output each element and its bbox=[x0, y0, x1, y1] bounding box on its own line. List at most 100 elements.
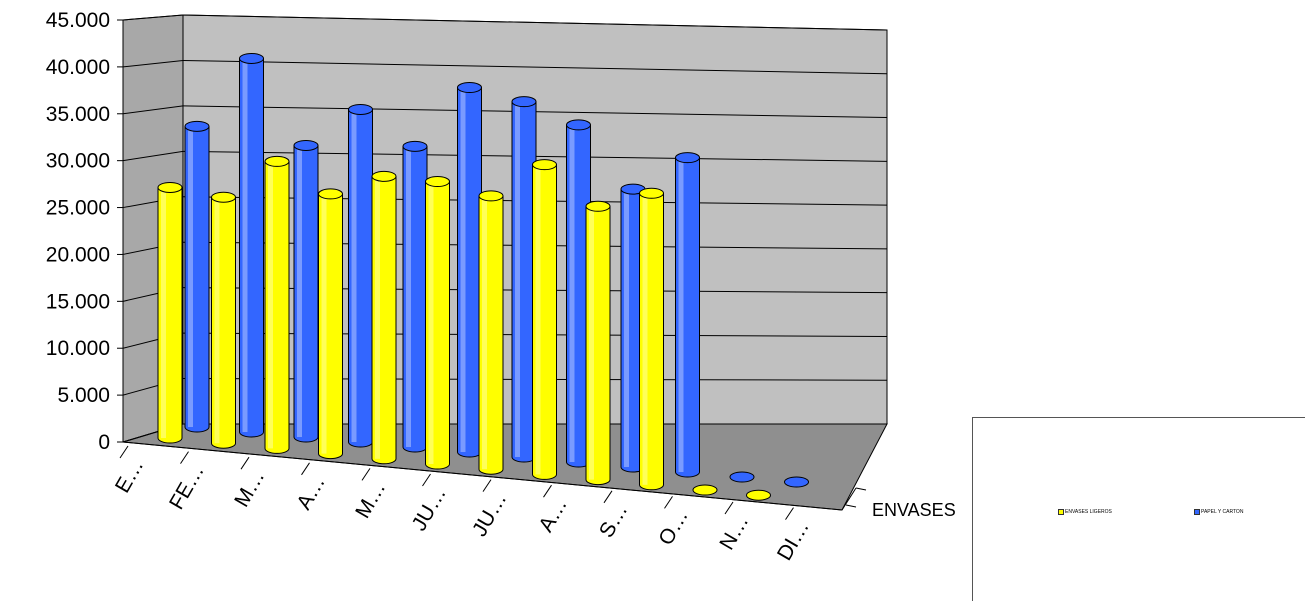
bar bbox=[371, 170, 397, 465]
bar-highlight bbox=[161, 187, 166, 438]
x-tick-mark bbox=[240, 456, 250, 470]
x-tick-label: E… bbox=[111, 455, 148, 497]
bar-highlight bbox=[642, 193, 648, 485]
bar-highlight bbox=[624, 189, 629, 467]
bar-highlight bbox=[214, 197, 220, 444]
depth-tick-mark bbox=[845, 504, 857, 508]
x-tick-label: N… bbox=[715, 511, 753, 554]
y-tick-label: 25.000 bbox=[46, 197, 110, 220]
legend-label-envases-ligeros: ENVASES LIGEROS bbox=[1065, 509, 1112, 515]
x-axis-line bbox=[122, 441, 843, 511]
bar bbox=[264, 155, 290, 454]
bar-top bbox=[157, 181, 183, 193]
bar-top bbox=[264, 155, 290, 167]
x-tick-mark bbox=[180, 451, 189, 464]
bar bbox=[425, 176, 450, 470]
legend: ENVASES LIGEROS PAPEL Y CARTON bbox=[972, 417, 1305, 601]
bar bbox=[293, 139, 319, 443]
bar bbox=[239, 52, 264, 438]
legend-label-papel-y-carton: PAPEL Y CARTON bbox=[1201, 509, 1244, 515]
legend-swatch-yellow bbox=[1058, 509, 1064, 515]
legend-item-envases-ligeros: ENVASES LIGEROS bbox=[1058, 509, 1112, 515]
gridline-left bbox=[122, 150, 184, 162]
bar-top bbox=[585, 200, 611, 212]
bar-highlight bbox=[188, 126, 193, 427]
bar-body bbox=[639, 192, 664, 491]
bar bbox=[692, 484, 718, 496]
depth-axis-line bbox=[841, 487, 857, 511]
x-tick-mark bbox=[361, 468, 371, 481]
y-tick-label: 45.000 bbox=[46, 9, 110, 32]
bar bbox=[746, 489, 771, 501]
bar-body bbox=[478, 195, 504, 475]
bar-top bbox=[746, 489, 771, 501]
x-tick-mark bbox=[785, 507, 794, 520]
x-tick-mark bbox=[482, 479, 492, 492]
legend-swatch-blue bbox=[1194, 509, 1200, 515]
bar-top bbox=[293, 139, 319, 151]
gridline-back bbox=[182, 59, 888, 75]
bar-top bbox=[639, 187, 664, 199]
y-tick-label: 35.000 bbox=[46, 103, 110, 126]
bar-body bbox=[675, 157, 700, 478]
x-tick-mark bbox=[664, 496, 673, 509]
x-tick-mark bbox=[543, 484, 552, 498]
bar-top bbox=[692, 484, 718, 496]
bar bbox=[157, 181, 183, 444]
bar-top bbox=[729, 471, 755, 483]
x-tick-mark bbox=[301, 462, 310, 476]
y-tick-label: 5.000 bbox=[57, 384, 110, 407]
bar bbox=[784, 476, 809, 488]
y-tick-label: 10.000 bbox=[46, 337, 110, 360]
bar-highlight bbox=[351, 109, 357, 442]
y-tick-label: 15.000 bbox=[46, 290, 110, 313]
bar-top bbox=[566, 119, 591, 131]
x-tick-label: JU… bbox=[408, 483, 451, 535]
bar-highlight bbox=[268, 161, 273, 449]
series-axis-label: ENVASES bbox=[872, 500, 956, 520]
x-tick-label: A… bbox=[292, 472, 329, 514]
bar-body bbox=[371, 175, 397, 465]
y-tick-label: 40.000 bbox=[46, 56, 110, 79]
bar-body bbox=[532, 164, 557, 480]
bar-top bbox=[675, 152, 700, 164]
bar-body bbox=[425, 181, 450, 470]
x-tick-mark bbox=[724, 501, 734, 515]
bar-highlight bbox=[297, 145, 302, 437]
bar-highlight bbox=[569, 124, 575, 462]
bar-body bbox=[211, 196, 236, 449]
legend-item-papel-y-carton: PAPEL Y CARTON bbox=[1194, 509, 1243, 515]
gridline-left bbox=[122, 59, 184, 68]
bar-top bbox=[532, 159, 557, 171]
bar-top bbox=[239, 52, 264, 64]
bar-highlight bbox=[678, 157, 684, 472]
bar bbox=[639, 187, 664, 491]
x-tick-label: A… bbox=[534, 494, 571, 536]
x-tick-mark bbox=[119, 445, 129, 459]
bar bbox=[675, 152, 700, 478]
y-axis-ticks: 0 5.000 10.000 15.000 20.000 25.000 30.000 35.0… bbox=[46, 9, 124, 454]
bar-top bbox=[371, 170, 397, 182]
bar-highlight bbox=[375, 176, 380, 459]
bar-highlight bbox=[460, 87, 466, 453]
bar-body bbox=[264, 160, 290, 454]
bar bbox=[532, 159, 557, 480]
x-tick-label: FE… bbox=[165, 461, 209, 514]
bar-body bbox=[239, 57, 264, 438]
bar-body bbox=[293, 144, 319, 443]
bar-top bbox=[348, 103, 373, 115]
bar bbox=[318, 188, 343, 460]
bar-highlight bbox=[406, 146, 411, 448]
gridline-back bbox=[182, 14, 888, 31]
gridline-left bbox=[122, 14, 184, 21]
bar bbox=[348, 103, 373, 448]
x-tick-label: S… bbox=[595, 500, 632, 542]
bar-top bbox=[784, 476, 809, 488]
gridline-left bbox=[122, 105, 184, 115]
x-tick-label: DI… bbox=[773, 517, 814, 565]
bar-highlight bbox=[589, 206, 594, 480]
bar-highlight bbox=[515, 101, 520, 458]
x-tick-label: O… bbox=[654, 505, 693, 549]
bar bbox=[211, 191, 236, 449]
